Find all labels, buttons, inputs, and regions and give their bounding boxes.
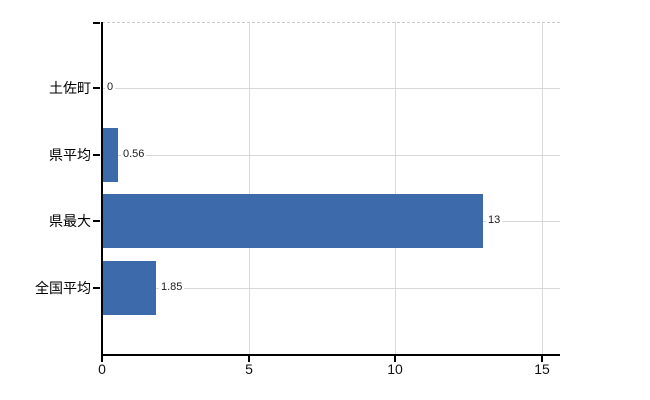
horizontal-gridline — [102, 88, 560, 89]
x-axis-tick — [101, 356, 103, 362]
y-axis-tick — [93, 154, 100, 156]
x-axis-tick — [394, 356, 396, 362]
category-label-土佐町: 土佐町 — [49, 80, 91, 96]
x-axis-tick-label: 15 — [534, 361, 550, 377]
bar-全国平均 — [102, 261, 156, 315]
bar-県最大 — [102, 194, 483, 248]
x-axis-tick-label: 10 — [387, 361, 403, 377]
y-axis-tick — [93, 287, 100, 289]
plot-top-border — [102, 22, 560, 23]
x-axis-tick — [541, 356, 543, 362]
y-axis-line — [101, 22, 103, 356]
value-label: 0 — [105, 81, 116, 94]
bar-県平均 — [102, 128, 118, 182]
x-axis-tick — [248, 356, 250, 362]
category-label-県最大: 県最大 — [49, 213, 91, 229]
category-label-全国平均: 全国平均 — [35, 280, 91, 296]
value-label: 13 — [486, 214, 503, 227]
value-label: 1.85 — [159, 281, 185, 294]
vertical-gridline — [249, 22, 250, 354]
x-axis-tick-label: 5 — [245, 361, 253, 377]
horizontal-gridline — [102, 155, 560, 156]
value-label: 0.56 — [121, 148, 147, 161]
y-axis-tick — [93, 87, 100, 89]
vertical-gridline — [542, 22, 543, 354]
x-axis-tick-label: 0 — [98, 361, 106, 377]
vertical-gridline — [395, 22, 396, 354]
horizontal-gridline — [102, 288, 560, 289]
x-axis-line — [101, 354, 560, 356]
y-axis-tick — [93, 22, 100, 24]
category-label-県平均: 県平均 — [49, 147, 91, 163]
y-axis-tick — [93, 220, 100, 222]
